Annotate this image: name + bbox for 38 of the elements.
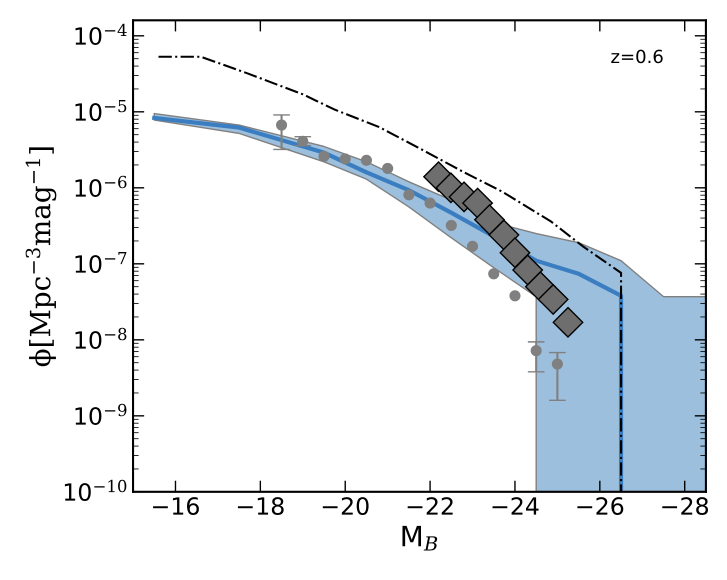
y-tick-label: 10$^{−8}$	[76, 328, 126, 349]
point	[297, 136, 308, 147]
y-tick-label: 10$^{−7}$	[76, 252, 126, 273]
point	[552, 306, 584, 338]
point	[538, 284, 569, 315]
x-axis-title: M$_{B}$	[402, 526, 438, 551]
x-tick-label: −16	[153, 497, 199, 515]
point	[466, 240, 478, 252]
point	[382, 162, 394, 174]
x-tick-label: −22	[408, 497, 453, 515]
point	[340, 153, 351, 164]
y-tick-label: 10$^{−10}$	[64, 480, 126, 501]
y-tick-label: 10$^{−6}$	[76, 176, 127, 197]
annotation: z=0.6	[611, 50, 663, 64]
point	[318, 150, 330, 162]
x-tick-label: −20	[322, 497, 369, 515]
point	[474, 204, 505, 236]
point	[403, 189, 414, 200]
y-tick-label: 10$^{−4}$	[76, 24, 127, 45]
point	[509, 290, 521, 302]
point	[424, 198, 436, 209]
y-tick-label: 10$^{−5}$	[76, 100, 126, 121]
point	[446, 220, 457, 231]
point	[552, 358, 563, 370]
point	[512, 254, 544, 286]
y-axis-title: ϕ[Mpc$^{−3}$mag$^{−1}$]	[26, 147, 56, 366]
y-tick-label: 10$^{−9}$	[76, 404, 126, 425]
point	[276, 119, 288, 131]
x-tick-label: −24	[492, 497, 539, 515]
x-tick-label: −26	[577, 497, 624, 515]
point	[360, 154, 372, 166]
x-tick-label: −28	[662, 497, 708, 515]
point	[488, 220, 520, 250]
point	[462, 188, 494, 218]
point	[530, 345, 542, 356]
point	[488, 268, 500, 280]
x-tick-label: −18	[238, 497, 284, 515]
point	[500, 237, 530, 268]
